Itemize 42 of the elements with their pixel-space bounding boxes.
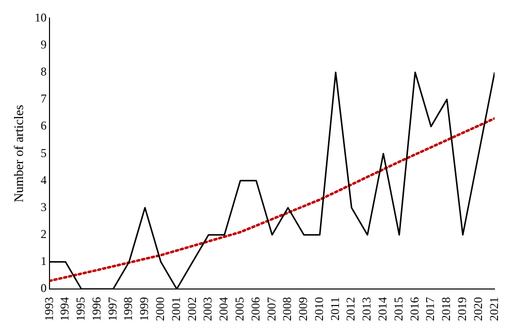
y-tick-label: 0 [40, 281, 47, 296]
x-tick-label: 2007 [264, 297, 278, 321]
x-tick-label: 2019 [454, 297, 469, 321]
y-tick-label: 10 [34, 10, 47, 24]
x-tick-label: 1995 [74, 297, 88, 321]
x-tick-label: 2018 [439, 297, 454, 321]
y-tick-label: 5 [40, 146, 47, 160]
y-tick-label: 4 [40, 172, 47, 187]
x-tick-label: 2010 [312, 297, 326, 321]
x-tick-label: 2017 [423, 297, 438, 321]
x-tick-label: 2003 [200, 297, 215, 321]
y-tick-label: 8 [40, 64, 47, 79]
y-tick-label: 3 [40, 200, 47, 214]
x-tick-label: 2014 [376, 297, 390, 321]
x-tick-label: 2009 [296, 297, 310, 321]
line-series [50, 117, 495, 282]
x-tick-label: 2013 [360, 297, 374, 321]
x-tick-label: 2011 [328, 297, 342, 321]
x-tick-label: 1996 [89, 297, 104, 321]
x-tick-label: 2001 [168, 297, 183, 321]
x-tick-label: 2004 [216, 297, 231, 321]
x-tick-label: 1994 [58, 297, 72, 321]
x-tick-label: 1993 [42, 297, 56, 321]
y-tick-label: 1 [40, 254, 47, 268]
x-tick-label: 2012 [344, 297, 358, 321]
x-tick-label: 2008 [280, 297, 294, 321]
x-tick-label: 2016 [407, 297, 422, 321]
y-tick-label: 9 [40, 37, 47, 52]
x-tick-label: 2005 [232, 297, 246, 321]
x-tick-label: 2020 [470, 297, 485, 321]
x-tick-label: 2000 [153, 297, 168, 321]
x-tick-label: 1998 [121, 297, 136, 321]
x-tick-label: 1997 [105, 297, 120, 321]
y-tick-label: 2 [40, 226, 47, 241]
y-tick-label: 6 [40, 118, 47, 133]
x-tick-label: 2002 [184, 297, 199, 321]
x-tick-label: 2021 [486, 297, 501, 321]
y-tick-label: 7 [40, 92, 47, 106]
x-tick-label: 2015 [391, 297, 406, 321]
x-tick-label: 2006 [248, 297, 262, 321]
y-axis-title: Number of articles [11, 104, 26, 202]
x-tick-label: 1999 [137, 297, 152, 321]
